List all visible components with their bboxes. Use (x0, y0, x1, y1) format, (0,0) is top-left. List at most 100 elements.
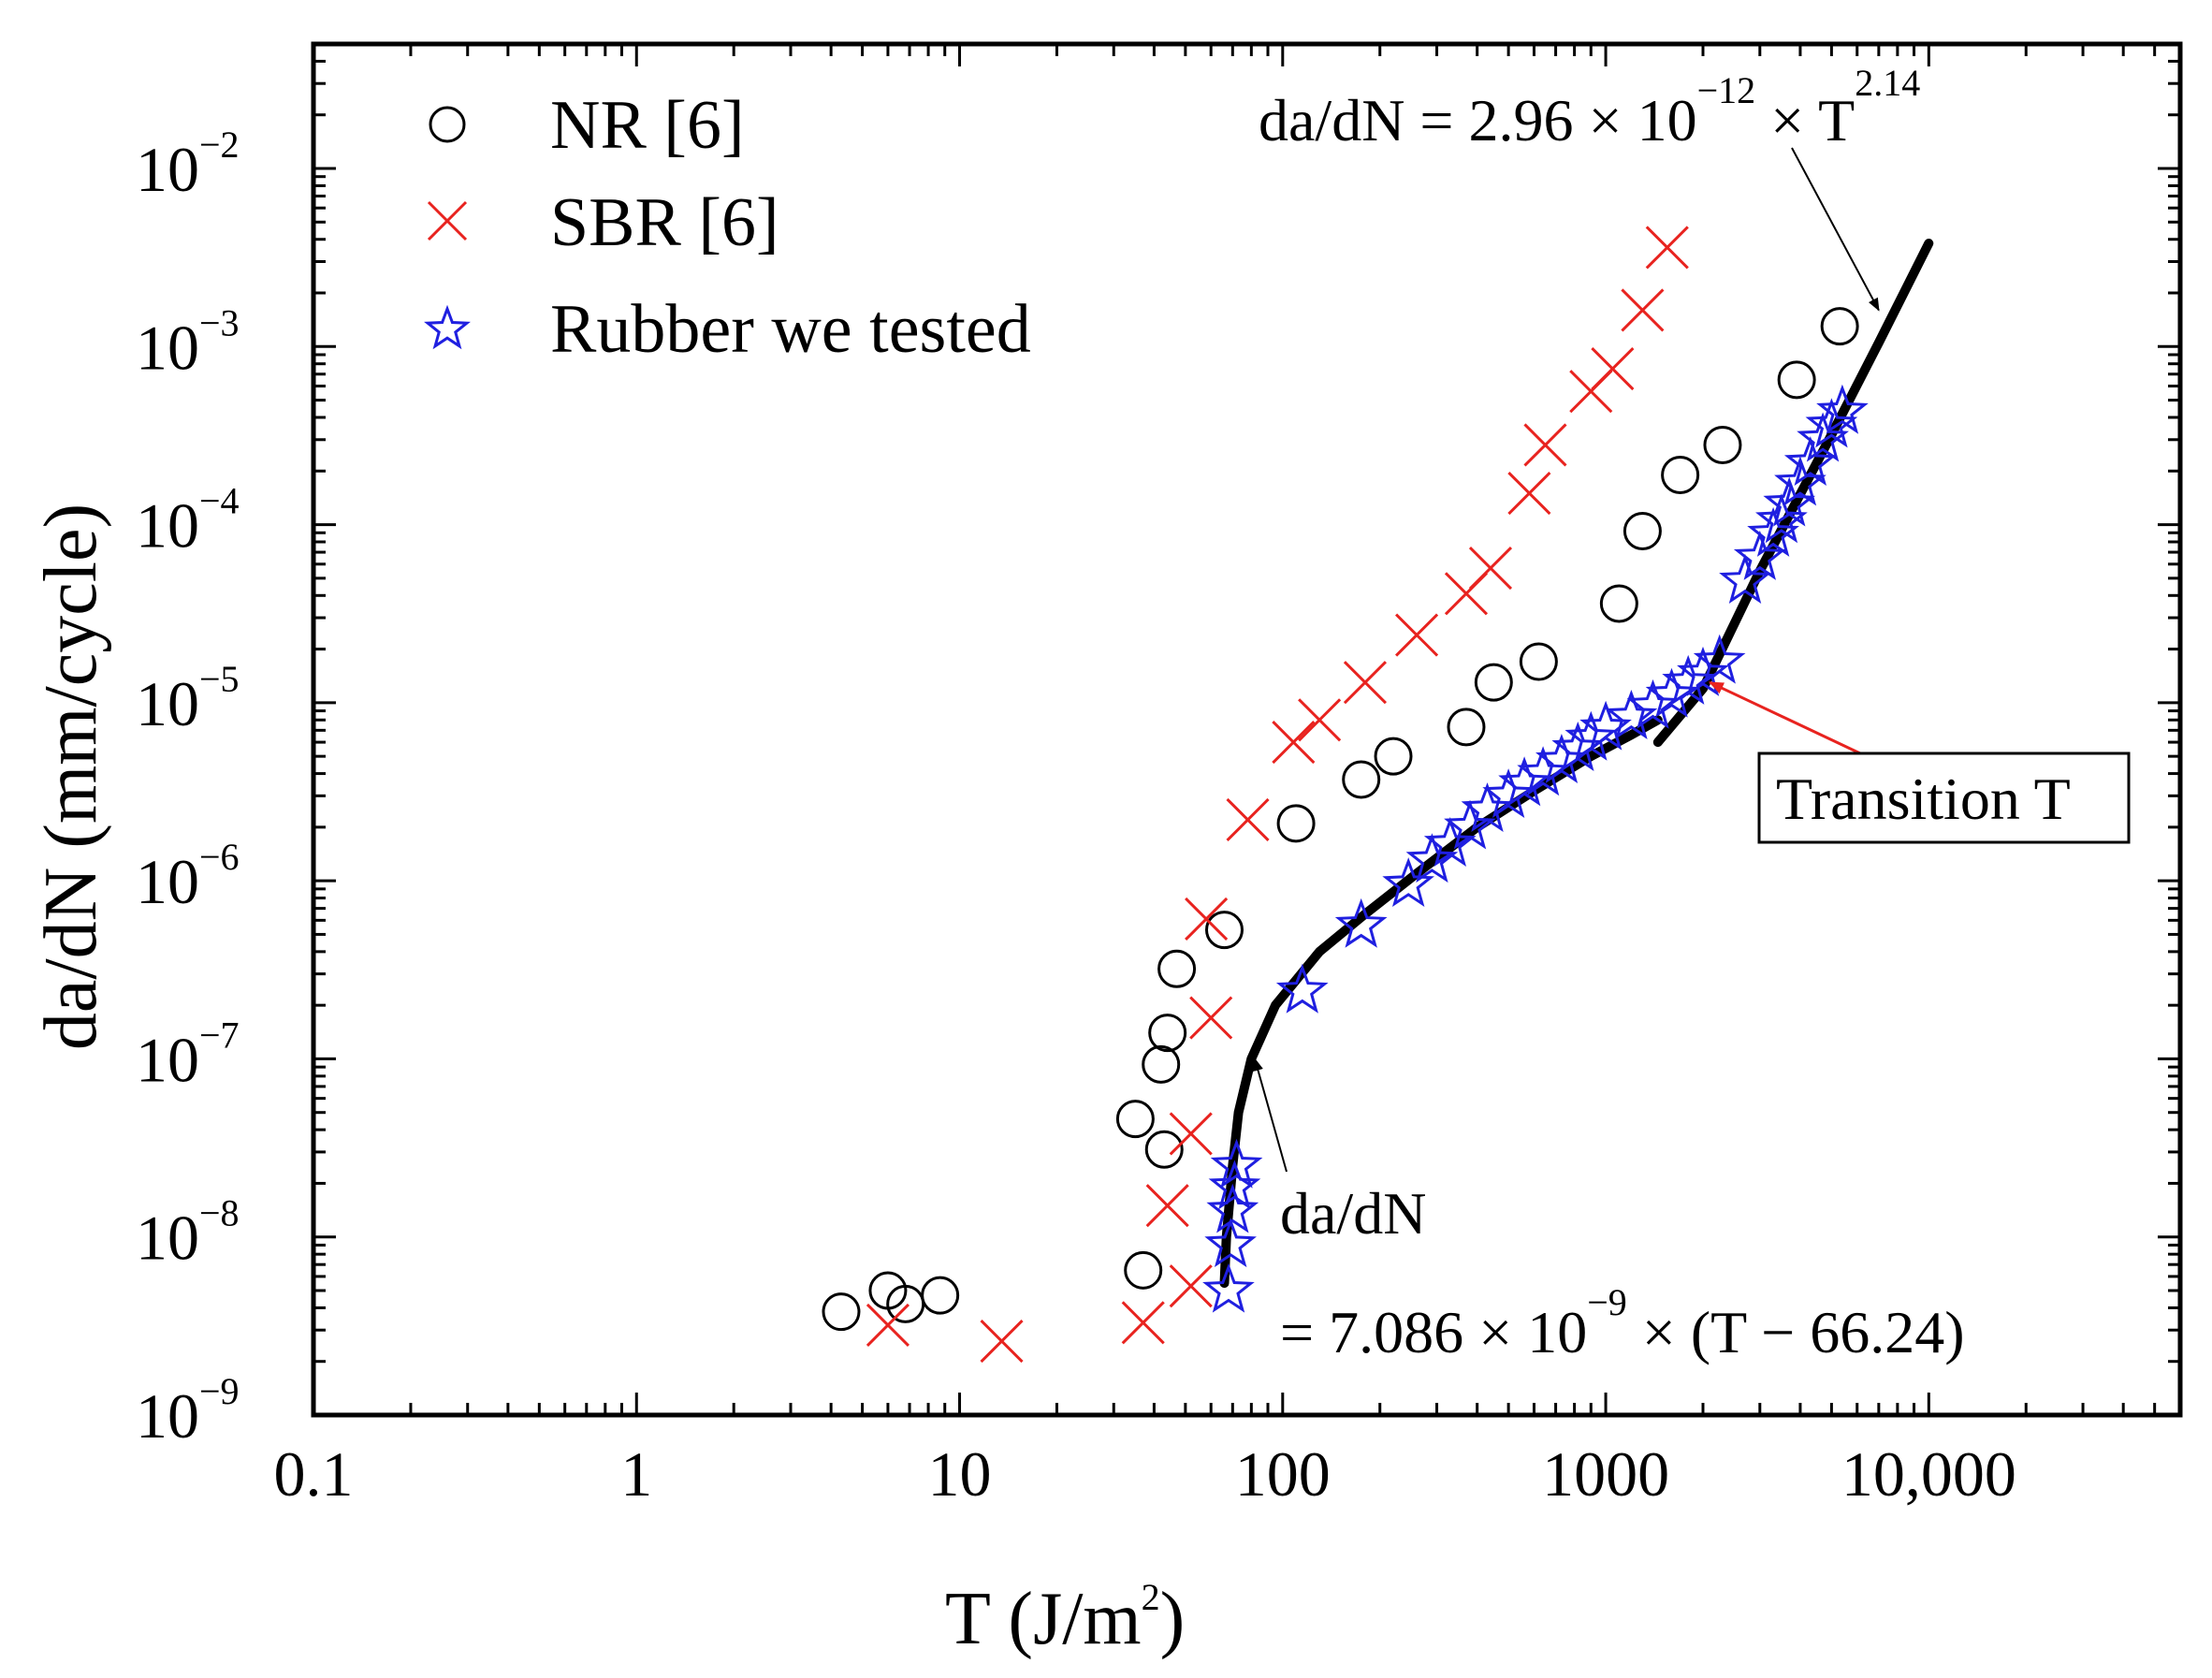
tested-point (1693, 634, 1746, 684)
sbr-point (1226, 797, 1270, 842)
y-tick-label: 10−5 (136, 658, 240, 739)
nr-point (1820, 307, 1859, 346)
nr-point (1157, 949, 1197, 988)
tested-point (1210, 1138, 1263, 1189)
legend-label-nr: NR [6] (550, 87, 745, 164)
nr-point (1276, 804, 1316, 843)
sbr-point (1189, 996, 1233, 1040)
annotations-layer (1253, 147, 1880, 1173)
legend: NR [6] SBR [6] Rubber we tested (424, 87, 1031, 368)
tested-point (1334, 897, 1388, 948)
y-axis-title: da/dN (mm/cycle) (30, 503, 112, 1050)
tested-point (1423, 817, 1477, 867)
power-law-arrow (1791, 147, 1880, 312)
nr-point (1703, 425, 1742, 464)
nr-point (1124, 1250, 1163, 1290)
legend-label-tested: Rubber we tested (550, 291, 1031, 368)
sbr-point (1645, 226, 1689, 270)
sbr-point (980, 1319, 1024, 1364)
legend-marker-tested (424, 304, 471, 350)
y-tick-label: 10−4 (136, 480, 240, 562)
linear-equation-line1: da/dN (1280, 1180, 1426, 1247)
sbr-point (1523, 423, 1567, 467)
sbr-point (1169, 1112, 1213, 1156)
sbr-point (1591, 347, 1635, 391)
sbr-point (1395, 613, 1439, 657)
y-tick-label: 10−6 (136, 836, 240, 917)
nr-point (1519, 642, 1558, 681)
x-tick-label: 10,000 (1841, 1438, 2016, 1510)
nr-point (1474, 663, 1513, 702)
tested-point (1382, 857, 1434, 908)
tested-point (1202, 1262, 1255, 1313)
nr-point (1148, 1014, 1187, 1053)
nr-point (1623, 511, 1662, 550)
tested-point (1805, 398, 1858, 448)
sbr-point (1185, 897, 1229, 941)
sbr-point (1298, 698, 1342, 742)
tested-point (1774, 456, 1826, 506)
tested-point (1405, 833, 1459, 883)
linear-fit-arrow (1253, 1058, 1288, 1173)
nr-point (1204, 911, 1244, 950)
tested-point (1677, 646, 1729, 696)
sbr-point (1343, 661, 1387, 705)
x-tick-label: 1 (620, 1438, 652, 1510)
y-tick-label: 10−2 (136, 124, 240, 205)
tested-point (1645, 667, 1698, 718)
ticks-layer: 0.1 1 10 100 1000 10,000 10−9 10−8 10−7 10−6 10−5 1… (136, 42, 2182, 1510)
x-tick-label: 10 (928, 1438, 992, 1510)
sbr-point (1621, 288, 1665, 332)
y-tick-label: 10−3 (136, 301, 240, 383)
legend-marker-nr (429, 106, 466, 143)
series-layer (822, 226, 1869, 1364)
nr-point (1142, 1044, 1181, 1084)
nr-point (921, 1276, 960, 1315)
nr-point (1777, 360, 1816, 400)
tested-point (1206, 1183, 1259, 1233)
sbr-point (1121, 1301, 1165, 1345)
power-law-equation: da/dN = 2.96 × 10−12 × T2.14 (1259, 62, 1920, 153)
plot-frame (311, 41, 2183, 1418)
sbr-point (1169, 1264, 1213, 1308)
tested-point (1204, 1218, 1257, 1268)
sbr-point (1272, 721, 1316, 765)
tested-point (1208, 1160, 1261, 1210)
tested-point (1498, 756, 1550, 807)
sbr-point (1145, 1184, 1189, 1228)
nr-point (1342, 760, 1381, 799)
tested-point (1747, 506, 1799, 557)
x-tick-label: 0.1 (274, 1438, 354, 1510)
nr-point (1374, 737, 1413, 776)
tested-point (1605, 690, 1658, 739)
sbr-point (866, 1303, 910, 1347)
transition-arrow (1708, 680, 1861, 755)
tested-point (1719, 553, 1771, 604)
nr-point (822, 1292, 861, 1332)
tested-point (1626, 678, 1680, 729)
tested-point (1461, 782, 1514, 833)
nr-point (1599, 584, 1638, 623)
transition-label-box: Transition T (1757, 751, 2131, 844)
tested-point (1733, 530, 1786, 580)
y-tick-label: 10−7 (136, 1014, 240, 1095)
legend-label-sbr: SBR [6] (550, 184, 779, 261)
nr-point (1115, 1100, 1155, 1139)
tested-point (1517, 746, 1569, 796)
x-axis-title: T (J/m2) (945, 1576, 1185, 1660)
nr-point (1447, 708, 1486, 747)
nr-point (1144, 1130, 1184, 1169)
y-tick-label: 10−8 (136, 1192, 240, 1274)
linear-equation-line2: = 7.086 × 10−9 × (T − 66.24) (1280, 1281, 1965, 1365)
y-tick-label: 10−9 (136, 1370, 240, 1452)
tested-point (1275, 963, 1329, 1014)
x-tick-label: 100 (1235, 1438, 1331, 1510)
sbr-point (1507, 472, 1551, 516)
tested-point (1816, 384, 1869, 434)
tested-point (1797, 412, 1849, 462)
transition-label: Transition T (1776, 766, 2071, 832)
legend-marker-sbr (427, 200, 468, 241)
nr-point (1661, 456, 1700, 495)
x-tick-label: 1000 (1542, 1438, 1669, 1510)
